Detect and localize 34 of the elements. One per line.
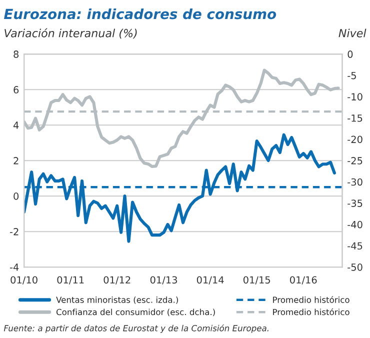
y2-tick-label: 0: [348, 50, 353, 58]
legend-label: Ventas minoristas (esc. izda.): [56, 296, 178, 304]
chart-title: Eurozona: indicadores de consumo: [4, 8, 276, 20]
y-tick-label: 0: [14, 192, 19, 200]
y2-tick-label: -40: [348, 220, 362, 228]
y2-tick-label: -20: [348, 136, 362, 144]
legend-label: Promedio histórico: [273, 296, 350, 303]
x-tick-label: 01/15: [243, 276, 270, 284]
legend-label: Confianza del consumidor (esc. dcha.): [56, 308, 215, 316]
y-axis-title: Variación interanual (%): [4, 28, 137, 39]
x-tick-label: 01/10: [10, 276, 38, 284]
x-tick-label: 01/16: [290, 276, 317, 284]
y2-tick-label: -25: [348, 157, 362, 164]
y2-tick-label: -15: [348, 114, 362, 122]
y2-axis-title: Nivel: [338, 28, 366, 38]
y2-tick-label: -45: [348, 242, 362, 250]
x-tick-label: 01/11: [57, 276, 84, 284]
y2-tick-label: -30: [348, 178, 362, 186]
line-series: [24, 68, 340, 168]
source-note: Fuente: a partir de datos de Eurostat y de la Comisión Europea.: [4, 324, 268, 333]
y2-tick-label: -35: [348, 200, 362, 207]
x-tick-label: 01/12: [104, 276, 130, 284]
y2-tick-label: -50: [348, 264, 362, 271]
y-tick-label: -2: [10, 228, 18, 236]
x-tick-label: 01/13: [150, 276, 177, 284]
y2-tick-label: -10: [348, 93, 362, 100]
y2-tick-label: -5: [348, 72, 356, 80]
y-tick-label: 4: [13, 122, 19, 129]
x-tick-label: 01/14: [196, 276, 224, 284]
y-tick-label: 2: [14, 157, 18, 164]
y-tick-label: 6: [14, 86, 19, 94]
y-tick-label: 8: [14, 50, 19, 58]
legend-label: Promedio histórico: [273, 308, 350, 316]
y-tick-label: -4: [10, 264, 19, 271]
